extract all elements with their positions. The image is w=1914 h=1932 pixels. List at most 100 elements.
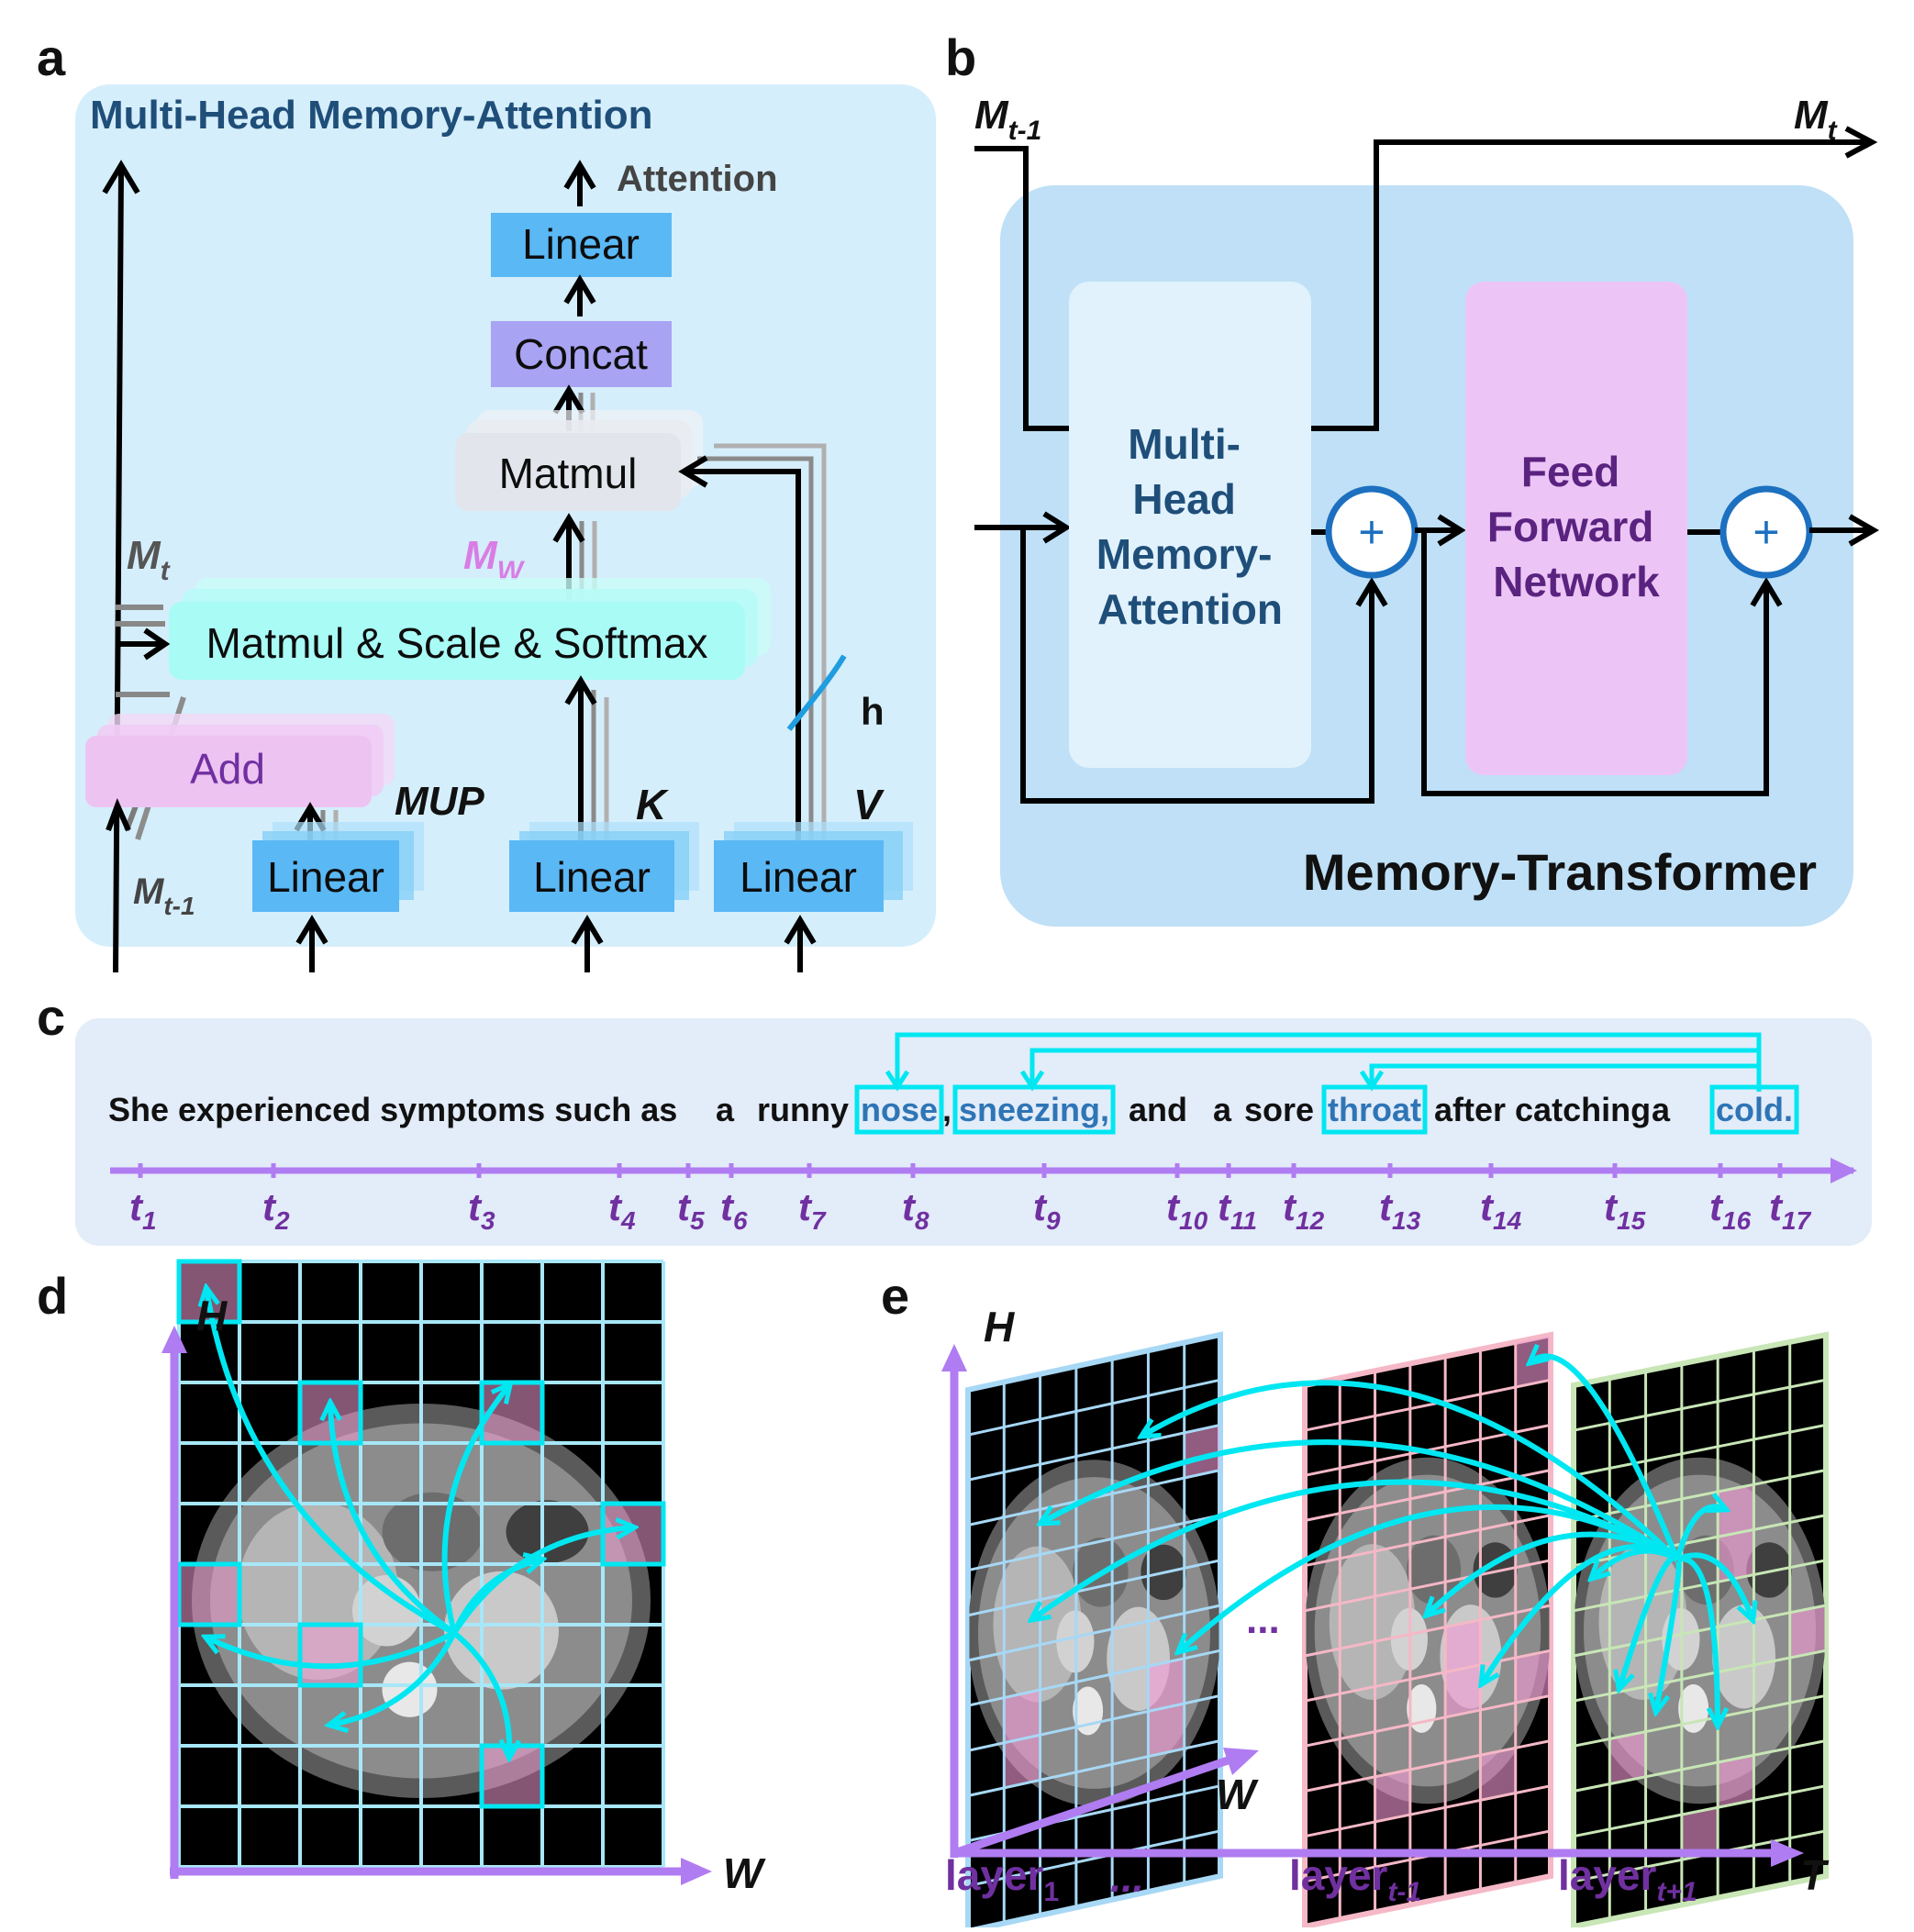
memory-bypass-line [113, 169, 124, 973]
add-label: Add [190, 745, 265, 793]
sentence-word: , [942, 1091, 951, 1128]
attended-cell [1718, 1755, 1754, 1808]
attention-arrow [330, 1631, 457, 1725]
attention-arrow [1675, 1552, 1753, 1619]
time-label: t15 [1604, 1185, 1646, 1235]
attention-arrow [441, 1385, 509, 1634]
attention-arrow [1530, 1356, 1680, 1561]
attention-arrow [330, 1404, 456, 1636]
h-label: h [861, 690, 885, 733]
attended-cell [1681, 1807, 1719, 1860]
mup-label: MUP [395, 779, 484, 824]
panel-b: b Mt-1 Mt Multi- Head Memory- Attention … [945, 28, 1880, 927]
ellipsis-layers: ... [1246, 1597, 1280, 1642]
time-label: t5 [677, 1185, 705, 1235]
attended-cell [1184, 1425, 1220, 1479]
sentence-word: a [1213, 1091, 1232, 1128]
attention-arrowhead [563, 160, 596, 190]
head-count-slash [786, 654, 847, 731]
time-label: t10 [1166, 1185, 1208, 1235]
softmax-label: Matmul & Scale & Softmax [206, 619, 707, 667]
time-label: t6 [720, 1185, 748, 1235]
time-label: t1 [129, 1185, 157, 1235]
time-label: t17 [1769, 1185, 1812, 1235]
axis-h-label-e: H [984, 1303, 1015, 1350]
matmul-label: Matmul [499, 450, 638, 497]
linear-v-label: Linear [740, 853, 857, 901]
plus-1: + [1358, 506, 1385, 558]
attention-arrow [1041, 1439, 1679, 1562]
ffn-label: Feed Forward Network [1487, 448, 1665, 605]
attended-cell [179, 1564, 239, 1625]
time-label: t14 [1480, 1185, 1522, 1235]
layer-label-1: layer1 [945, 1851, 1059, 1907]
highlight-box [1321, 1084, 1428, 1135]
attention-arrow [206, 1630, 456, 1670]
attended-cell [1515, 1650, 1551, 1704]
panel-letter-c: c [37, 988, 65, 1046]
linear-output-box [491, 213, 672, 277]
time-label: t13 [1379, 1185, 1421, 1235]
attention-arrow [1676, 1556, 1718, 1725]
sentence-word: She experienced symptoms such as [108, 1091, 677, 1128]
attended-cell [1445, 1664, 1481, 1717]
axis-w-label-e: W [1216, 1771, 1259, 1818]
time-label: t7 [798, 1185, 827, 1235]
panel-a: a Multi-Head Memory-Attention Attention … [37, 28, 936, 973]
axis-t-label-e: T [1800, 1851, 1830, 1899]
sentence-word: sore [1244, 1091, 1314, 1128]
attention-links [885, 1032, 1762, 1092]
plus-2: + [1753, 506, 1779, 558]
mhma-label: Multi- Head Memory- Attention [1096, 420, 1285, 633]
attended-cell [1445, 1619, 1481, 1672]
attended-cell [1374, 1769, 1410, 1822]
linear-output-label: Linear [522, 220, 640, 268]
attention-label: Attention [617, 159, 778, 199]
highlighted-word: nose [861, 1091, 938, 1128]
attention-arrow [1032, 1479, 1679, 1619]
panel-e: e H W T ... ... layer1 layert-1 layert+1 [881, 1267, 1830, 1932]
sentence-word: a [1652, 1091, 1671, 1128]
concat-label: Concat [514, 330, 648, 378]
attention-link [1369, 1063, 1762, 1092]
attention-link-arrowhead [1359, 1070, 1385, 1092]
mt1-label-a: Mt-1 [133, 872, 195, 920]
layer-label-t+1: layert+1 [1558, 1851, 1697, 1907]
axis-w-label-d: W [723, 1849, 766, 1897]
memory-bypass-arrowhead [102, 160, 140, 194]
sentence-word: and [1129, 1091, 1187, 1128]
mt-label-b: Mt [1794, 93, 1839, 146]
time-ticks: t1 t2 t3 t4 t5 t6 t7 t8 t9 t10 t11 t12 t13 t14 t15 t16 t… [129, 1163, 1812, 1235]
axis-w-e [952, 1752, 1241, 1858]
time-label: t9 [1033, 1185, 1061, 1235]
mt1-label-b: Mt-1 [974, 93, 1041, 146]
softmax-box [169, 602, 745, 680]
attended-cell [1004, 1735, 1040, 1788]
panel-letter-a: a [37, 28, 66, 86]
time-label: t4 [608, 1185, 636, 1235]
memory-transformer-caption: Memory-Transformer [1303, 843, 1817, 901]
attended-cell [1718, 1529, 1754, 1582]
attention-arrow [1142, 1380, 1680, 1562]
mhma-box [1069, 282, 1311, 768]
ct-grid-d [176, 1259, 666, 1869]
sentence-word: a [716, 1091, 735, 1128]
attended-cell [1480, 1748, 1516, 1801]
v-label: V [853, 781, 885, 828]
attention-arrow [1592, 1548, 1679, 1578]
linear-k-box [509, 840, 674, 912]
ffn-box [1465, 282, 1687, 775]
panel-c: c She experienced symptoms such as a runny… [37, 988, 1872, 1246]
attention-link-arrowhead [885, 1070, 910, 1092]
mt-label-a: Mt [127, 533, 172, 586]
linear-v-box [714, 840, 884, 912]
time-label: t2 [262, 1185, 290, 1235]
attended-cell [300, 1625, 361, 1685]
attended-cell [1004, 1690, 1040, 1743]
axis-h-label-d: H [196, 1292, 228, 1339]
panel-a-title: Multi-Head Memory-Attention [90, 93, 653, 138]
attended-cell [1609, 1731, 1646, 1784]
highlighted-word: sneezing, [959, 1091, 1109, 1128]
time-label: t16 [1709, 1185, 1752, 1235]
